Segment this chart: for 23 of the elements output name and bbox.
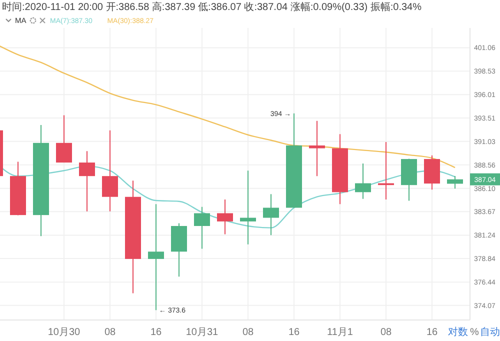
x-tick-label: 10月30 <box>48 327 81 338</box>
candlestick <box>194 206 210 250</box>
candlestick <box>355 163 371 200</box>
candlestick <box>79 150 95 212</box>
candlestick <box>447 175 463 190</box>
text: 时间:2020-11-01 20:00 开:386.58 高:387.39 低:386.07 收:387.04 涨幅:0.09%(0.33) 振幅:0.34% <box>2 1 422 13</box>
candlestick <box>102 130 118 212</box>
x-tick-label: 11月1 <box>327 327 354 338</box>
candlestick <box>56 114 72 164</box>
text: % <box>470 327 479 338</box>
x-tick-label: 08 <box>104 327 116 338</box>
x-tick-label: 10月31 <box>186 327 219 338</box>
x-tick-label: 16 <box>150 327 162 338</box>
candlestick <box>240 170 256 245</box>
x-tick-label: 16 <box>288 327 300 338</box>
text: 对数 <box>448 326 468 338</box>
candlestick <box>263 194 279 236</box>
candlestick <box>309 120 325 177</box>
candlestick <box>217 199 233 235</box>
x-tick-label: 16 <box>426 327 438 338</box>
x-tick-label: 08 <box>380 327 392 338</box>
text: 自动 <box>480 326 500 338</box>
x-tick-label: 08 <box>242 327 254 338</box>
